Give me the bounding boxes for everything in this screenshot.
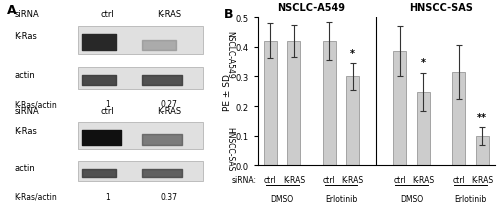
Text: 1: 1 bbox=[105, 100, 110, 109]
Text: ctrl: ctrl bbox=[452, 175, 465, 184]
Text: 0.37: 0.37 bbox=[160, 192, 178, 201]
Text: K-RAS: K-RAS bbox=[342, 175, 364, 184]
Text: Erlotinib: Erlotinib bbox=[325, 194, 357, 203]
Text: siRNA:: siRNA: bbox=[232, 175, 256, 184]
Text: HNSCC-SAS: HNSCC-SAS bbox=[409, 2, 473, 12]
Text: 1: 1 bbox=[105, 192, 110, 201]
Text: *: * bbox=[421, 58, 426, 68]
Text: actin: actin bbox=[14, 163, 35, 172]
Text: K-RAS: K-RAS bbox=[156, 106, 181, 115]
Text: Erlotinib: Erlotinib bbox=[454, 194, 486, 203]
Text: ctrl: ctrl bbox=[394, 175, 406, 184]
Y-axis label: PE ± SD: PE ± SD bbox=[224, 73, 232, 110]
Text: NSCLC-A549: NSCLC-A549 bbox=[278, 2, 345, 12]
FancyBboxPatch shape bbox=[78, 67, 203, 90]
Text: ctrl: ctrl bbox=[264, 175, 277, 184]
Text: K-RAS: K-RAS bbox=[412, 175, 434, 184]
Bar bbox=[323, 42, 336, 165]
FancyBboxPatch shape bbox=[78, 122, 203, 149]
Text: HNSCC-SAS: HNSCC-SAS bbox=[226, 127, 234, 171]
Text: ctrl: ctrl bbox=[100, 10, 114, 19]
Bar bbox=[417, 92, 430, 165]
Text: actin: actin bbox=[14, 71, 35, 80]
FancyBboxPatch shape bbox=[78, 161, 203, 182]
Text: DMSO: DMSO bbox=[400, 194, 423, 203]
Text: siRNA: siRNA bbox=[14, 10, 39, 19]
Text: NSCLC-A549: NSCLC-A549 bbox=[226, 31, 234, 79]
Text: **: ** bbox=[477, 112, 487, 122]
Bar bbox=[394, 52, 406, 165]
Bar bbox=[264, 42, 277, 165]
Text: K-Ras/actin: K-Ras/actin bbox=[14, 192, 57, 201]
Text: A: A bbox=[8, 4, 17, 17]
Text: K-Ras/actin: K-Ras/actin bbox=[14, 100, 57, 109]
Text: K-RAS: K-RAS bbox=[156, 10, 181, 19]
FancyBboxPatch shape bbox=[78, 27, 203, 55]
Text: K-Ras: K-Ras bbox=[14, 126, 37, 135]
Bar bbox=[452, 73, 465, 165]
Text: K-RAS: K-RAS bbox=[471, 175, 493, 184]
Text: *: * bbox=[350, 49, 355, 59]
Text: DMSO: DMSO bbox=[270, 194, 294, 203]
Text: 0.27: 0.27 bbox=[160, 100, 177, 109]
Text: K-Ras: K-Ras bbox=[14, 32, 37, 41]
Bar bbox=[288, 42, 300, 165]
Text: siRNA: siRNA bbox=[14, 106, 39, 115]
Text: K-RAS: K-RAS bbox=[283, 175, 305, 184]
Bar bbox=[476, 136, 488, 165]
Text: B: B bbox=[224, 8, 234, 21]
Text: ctrl: ctrl bbox=[100, 106, 114, 115]
Text: ctrl: ctrl bbox=[323, 175, 336, 184]
Bar bbox=[346, 77, 359, 165]
